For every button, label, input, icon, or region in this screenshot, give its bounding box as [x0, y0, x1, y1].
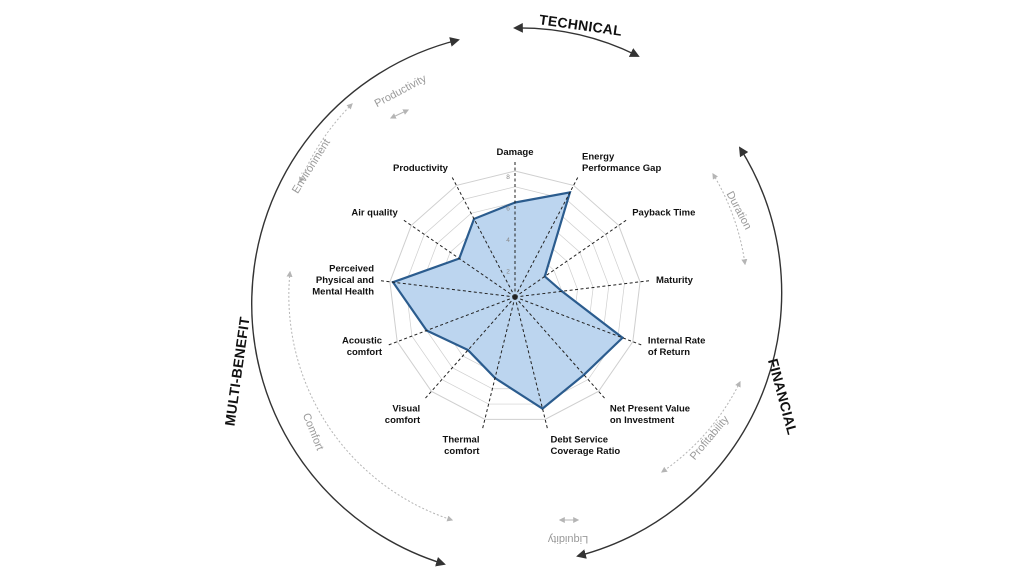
axis-label: Payback Time [632, 207, 695, 218]
series-area [391, 190, 625, 410]
axis-label: Maturity [656, 275, 694, 286]
axis-label: Energy Performance Gap [582, 152, 661, 175]
radar-spokes [379, 161, 651, 430]
axis-spoke [514, 176, 579, 298]
axis-spoke [514, 296, 549, 430]
axis-label: Air quality [351, 207, 398, 218]
axis-label: Productivity [393, 163, 449, 174]
productivity-sub-arrow [389, 109, 410, 119]
axis-label: Visual comfort [385, 403, 421, 426]
axis-label: Internal Rate of Return [648, 336, 706, 359]
group-label-financial: FINANCIAL [765, 357, 801, 437]
radar-tick-labels: 8 6 4 2 [506, 174, 510, 276]
tick-label: 2 [506, 269, 510, 276]
axis-spoke [451, 176, 516, 298]
technical-arc [513, 22, 640, 57]
radar-series [391, 190, 625, 410]
axis-spoke [424, 296, 516, 400]
financial-arc [576, 146, 783, 559]
sub-label-profitability: Profitability [688, 413, 732, 462]
sub-label-comfort: Comfort [300, 411, 326, 452]
center-point [513, 295, 517, 299]
axis-spoke [514, 296, 606, 400]
axis-spoke [514, 219, 628, 298]
inner-sub-arcs [286, 103, 748, 523]
sub-label-environment: Environment [290, 137, 333, 196]
duration-arc [712, 172, 748, 266]
data-point [560, 290, 564, 293]
sub-label-duration: Duration [724, 189, 754, 231]
axis-label: Acoustic comfort [342, 336, 383, 359]
axis-label: Thermal comfort [443, 434, 481, 457]
group-label-multi-benefit: MULTI-BENEFIT [221, 315, 252, 426]
sub-label-liquidity: Liquidity [547, 533, 588, 545]
sub-label-productivity: Productivity [373, 72, 429, 110]
tick-label: 4 [506, 237, 510, 244]
axis-label: Net Present Value on Investment [610, 403, 690, 426]
comfort-arc [286, 270, 454, 522]
axis-label: Debt Service Coverage Ratio [551, 434, 621, 457]
axis-label: Perceived Physical and Mental Health [312, 263, 374, 297]
axis-label: Damage [497, 147, 534, 158]
tick-label: 8 [506, 174, 510, 181]
tick-label: 6 [506, 206, 510, 213]
axis-spoke [481, 296, 516, 430]
profitability-arc [661, 380, 741, 473]
